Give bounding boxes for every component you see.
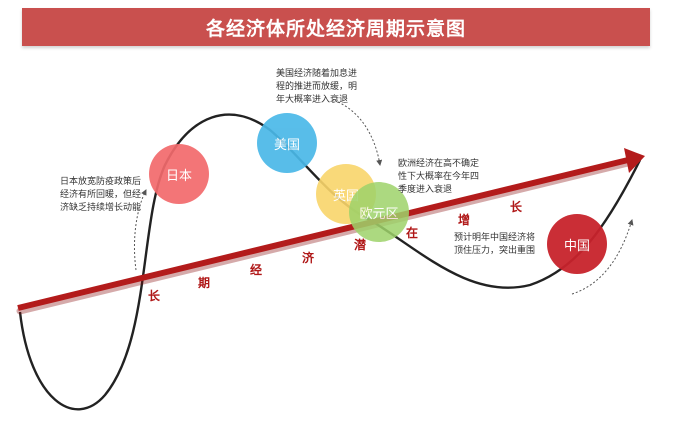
note-usa: 美国经济随着加息进 程的推进而放缓，明 年大概率进入衰退 [276, 69, 358, 105]
diagram-title: 各经济体所处经济周期示意图 [205, 17, 466, 40]
bubble-usa: 美国 [257, 113, 317, 173]
trend-label-char: 潜 [354, 238, 367, 252]
hint-arrow-usa [337, 101, 383, 166]
hint-arrow-japan [134, 189, 147, 271]
trend-label-char: 济 [302, 251, 315, 265]
bubble-label-china: 中国 [563, 238, 590, 254]
note-europe: 欧洲经济在高不确定 性下大概率在今年四 季度进入衰退 [398, 159, 480, 195]
hint-arrow-china [571, 219, 634, 295]
bubble-japan: 日本 [149, 144, 209, 204]
trend-label-char: 长 [148, 289, 161, 303]
note-china: 预计明年中国经济将 顶住压力，突出重围 [454, 233, 536, 256]
economic-cycle-curve [18, 113, 642, 411]
note-japan: 日本放宽防疫政策后 经济有所回暖，但经 济缺乏持续增长动能 [60, 177, 142, 213]
bubble-label-usa: 美国 [273, 137, 300, 153]
trend-label-char: 在 [406, 226, 419, 240]
bubble-label-japan: 日本 [165, 168, 192, 184]
bubble-label-eurozone: 欧元区 [359, 206, 399, 222]
bubble-eurozone: 欧元区 [349, 182, 409, 242]
title-bar: 各经济体所处经济周期示意图 [22, 8, 650, 46]
trend-arrow-line [17, 157, 629, 311]
trend-label-char: 长 [510, 200, 523, 214]
trend-label-char: 增 [458, 213, 471, 227]
trend-arrow-head [624, 148, 645, 173]
trend-label-char: 经 [250, 263, 263, 277]
trend-label-char: 期 [198, 276, 211, 290]
bubble-china: 中国 [547, 214, 607, 274]
